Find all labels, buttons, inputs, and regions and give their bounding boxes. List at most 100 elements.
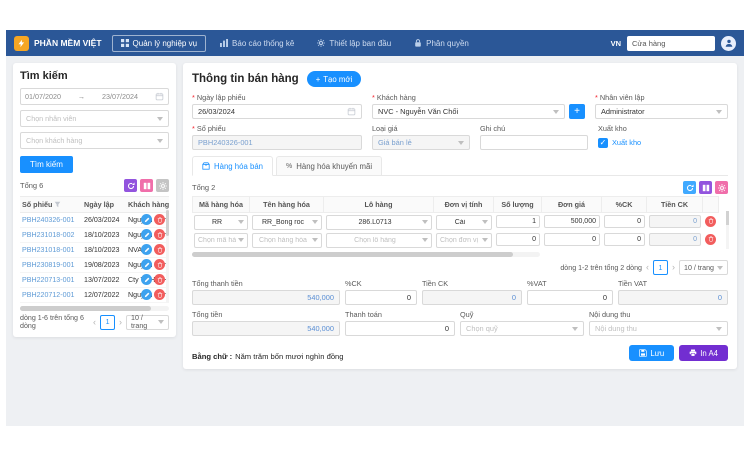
brand[interactable]: PHẦN MỀM VIỆT xyxy=(14,36,102,51)
unit-price-input[interactable]: 0 xyxy=(544,233,600,246)
horizontal-scrollbar[interactable] xyxy=(192,252,540,257)
apps-icon xyxy=(121,39,129,47)
edit-button[interactable] xyxy=(141,289,152,300)
save-button[interactable]: Lưu xyxy=(629,345,674,361)
table-row[interactable]: PBH231018-001 18/10/2023 NVA xyxy=(20,243,169,258)
vertical-scrollbar[interactable] xyxy=(726,211,729,249)
delete-button[interactable] xyxy=(154,214,165,225)
employee-select[interactable]: Administrator xyxy=(595,104,728,119)
table-row[interactable]: PBH231018-002 18/10/2023 Nguyễn Văn Chối xyxy=(20,228,169,243)
quantity-input[interactable]: 0 xyxy=(496,233,540,246)
page-number[interactable]: 1 xyxy=(100,315,115,330)
customer-label: Khách hàng xyxy=(372,93,585,102)
prev-page-icon[interactable]: ‹ xyxy=(93,318,96,327)
filter-icon[interactable] xyxy=(54,201,61,208)
item-code-select[interactable]: RR xyxy=(194,215,248,230)
prev-page-icon[interactable]: ‹ xyxy=(646,263,649,272)
create-new-button[interactable]: +Tạo mới xyxy=(307,71,362,87)
date-from[interactable]: 01/07/2020 xyxy=(25,92,61,101)
delete-button[interactable] xyxy=(154,229,165,240)
customer-select[interactable]: Chọn khách hàng xyxy=(20,132,169,149)
table-row[interactable]: PBH230819-001 19/08/2023 Nguyễn Văn Chối xyxy=(20,258,169,273)
item-unit-select[interactable]: Cái xyxy=(436,215,492,230)
table-row[interactable]: PBH220712-001 12/07/2022 Nguyễn Văn Chối xyxy=(20,288,169,303)
date-to[interactable]: 23/07/2024 xyxy=(102,92,138,101)
payment-input[interactable]: 0 xyxy=(345,321,455,336)
language-label[interactable]: VN xyxy=(611,39,621,48)
print-a4-button[interactable]: In A4 xyxy=(679,345,728,361)
table-row[interactable]: PBH220713-001 13/07/2022 Cty TNHH Hoàn T… xyxy=(20,273,169,288)
store-select[interactable]: Cửa hàng xyxy=(627,36,715,51)
tab-goods-sold[interactable]: Hàng hóa bán xyxy=(192,156,273,176)
discount-pct-input[interactable]: 0 xyxy=(345,290,417,305)
date-range-picker[interactable]: 01/07/2020 → 23/07/2024 xyxy=(20,88,169,105)
settings-button[interactable] xyxy=(715,181,728,194)
discount-pct-input[interactable]: 0 xyxy=(604,215,645,228)
unit-price-input[interactable]: 500,000 xyxy=(544,215,600,228)
vertical-scrollbar[interactable] xyxy=(166,210,169,303)
employee-label: Nhân viên lập xyxy=(595,93,728,102)
quantity-input[interactable]: 1 xyxy=(496,215,540,228)
code-input: PBH240326-001 xyxy=(192,135,362,150)
edit-icon xyxy=(144,247,150,253)
add-customer-button[interactable]: + xyxy=(569,104,585,119)
table-row[interactable]: PBH240326-001 26/03/2024 Nguyễn Văn Chối xyxy=(20,213,169,228)
receipt-content-select[interactable]: Nội dung thu xyxy=(589,321,728,336)
refresh-button[interactable] xyxy=(124,179,137,192)
next-page-icon[interactable]: › xyxy=(119,318,122,327)
columns-button[interactable] xyxy=(140,179,153,192)
search-button[interactable]: Tìm kiếm xyxy=(20,156,73,173)
edit-button[interactable] xyxy=(141,274,152,285)
delete-button[interactable] xyxy=(154,289,165,300)
delete-button[interactable] xyxy=(154,274,165,285)
export-checkbox-label: Xuất kho xyxy=(612,138,641,147)
delete-button[interactable] xyxy=(154,259,165,270)
discount-pct-input[interactable]: 0 xyxy=(604,233,645,246)
note-input[interactable] xyxy=(480,135,588,150)
fund-select[interactable]: Chọn quỹ xyxy=(460,321,584,336)
menu-item-business[interactable]: Quản lý nghiệp vụ xyxy=(112,35,207,52)
vat-pct-input[interactable]: 0 xyxy=(527,290,613,305)
menu-item-setup[interactable]: Thiết lập ban đầu xyxy=(308,35,400,52)
item-lot-select[interactable]: 286.L0713 xyxy=(326,215,432,230)
item-unit-select[interactable]: Chọn đơn vị tính xyxy=(436,233,492,248)
trash-icon xyxy=(157,247,163,253)
items-table-header: Mã hàng hóa Tên hàng hóa Lô hàng Đơn vị … xyxy=(192,196,728,213)
chevron-down-icon xyxy=(716,110,722,117)
sale-info-panel: Thông tin bán hàng +Tạo mới Ngày lập phi… xyxy=(183,63,737,369)
settings-button[interactable] xyxy=(156,179,169,192)
delete-button[interactable] xyxy=(154,244,165,255)
chart-icon xyxy=(220,39,228,47)
employee-select[interactable]: Chọn nhân viên xyxy=(20,110,169,127)
delete-row-button[interactable] xyxy=(705,234,716,245)
menu-item-permissions[interactable]: Phân quyền xyxy=(405,35,478,52)
item-code-select[interactable]: Chọn mã hàng hóa xyxy=(194,233,248,248)
edit-button[interactable] xyxy=(141,259,152,270)
edit-button[interactable] xyxy=(141,244,152,255)
total-input: 540,000 xyxy=(192,321,340,336)
edit-button[interactable] xyxy=(141,214,152,225)
horizontal-scrollbar[interactable] xyxy=(20,306,169,311)
page-number[interactable]: 1 xyxy=(653,260,668,275)
delete-row-button[interactable] xyxy=(705,216,716,227)
tab-promo-goods[interactable]: % Hàng hóa khuyến mãi xyxy=(276,156,382,175)
next-page-icon[interactable]: › xyxy=(672,263,675,272)
item-name-select[interactable]: Chọn hàng hóa xyxy=(252,233,322,248)
payment-label: Thanh toán xyxy=(345,310,455,319)
page-size-select[interactable]: 10 / trang xyxy=(679,260,728,275)
menu-item-reports[interactable]: Báo cáo thống kê xyxy=(211,35,303,52)
item-lot-select[interactable]: Chọn lô hàng xyxy=(326,233,432,248)
refresh-button[interactable] xyxy=(683,181,696,194)
trash-icon xyxy=(157,292,163,298)
page-size-select[interactable]: 10 / trang xyxy=(126,315,169,330)
export-checkbox[interactable]: ✓ xyxy=(598,138,608,148)
lock-icon xyxy=(414,39,422,47)
item-name-select[interactable]: RR_Bong roc xyxy=(252,215,322,230)
columns-button[interactable] xyxy=(699,181,712,194)
top-navbar: PHẦN MỀM VIỆT Quản lý nghiệp vụ Báo cáo … xyxy=(6,30,744,56)
edit-button[interactable] xyxy=(141,229,152,240)
date-input[interactable]: 26/03/2024 xyxy=(192,104,362,119)
customer-select[interactable]: NVC - Nguyễn Văn Chối xyxy=(372,104,565,119)
chevron-down-icon xyxy=(458,141,464,148)
user-avatar[interactable] xyxy=(721,36,736,51)
